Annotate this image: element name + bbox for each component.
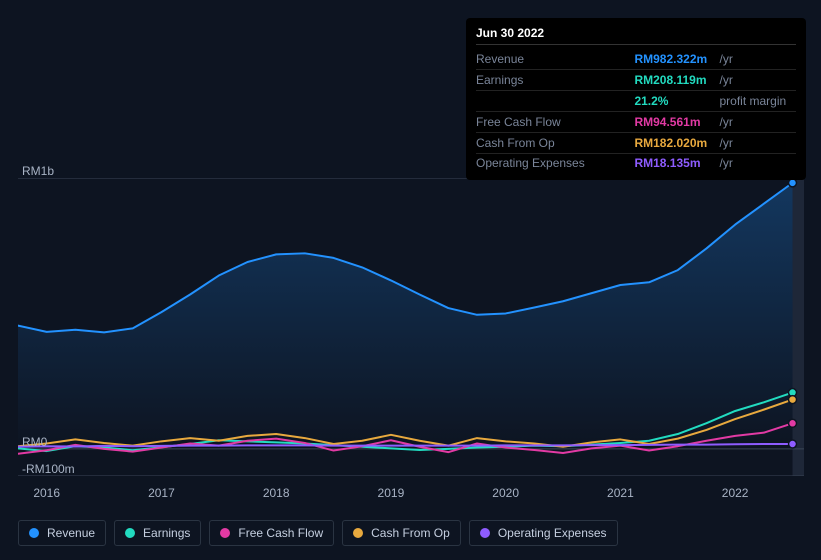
tooltip-row-value: RM18.135m (634, 154, 717, 173)
tooltip-row-label: Revenue (476, 49, 634, 70)
legend-swatch-icon (220, 528, 230, 538)
x-tick-label: 2021 (607, 486, 634, 500)
x-tick-label: 2020 (492, 486, 519, 500)
x-tick-label: 2016 (33, 486, 60, 500)
chart-svg (18, 178, 804, 476)
legend-item-operating_expenses[interactable]: Operating Expenses (469, 520, 618, 546)
tooltip-row-unit: /yr (718, 70, 797, 91)
legend-swatch-icon (353, 528, 363, 538)
legend-swatch-icon (29, 528, 39, 538)
tooltip-row-label: Earnings (476, 70, 634, 91)
tooltip-row-label (476, 91, 634, 112)
series-marker-operating_expenses (789, 440, 797, 448)
legend-item-label: Earnings (143, 526, 190, 540)
series-marker-free_cash_flow (789, 419, 797, 427)
legend-item-cash_from_op[interactable]: Cash From Op (342, 520, 461, 546)
series-area-revenue (18, 183, 793, 449)
legend-item-label: Operating Expenses (498, 526, 607, 540)
tooltip-row-unit: /yr (718, 154, 797, 173)
tooltip-row: EarningsRM208.119m/yr (476, 70, 796, 91)
series-marker-cash_from_op (789, 396, 797, 404)
tooltip-row-label: Operating Expenses (476, 154, 634, 173)
legend-item-revenue[interactable]: Revenue (18, 520, 106, 546)
legend-swatch-icon (480, 528, 490, 538)
tooltip-date: Jun 30 2022 (476, 26, 796, 45)
tooltip-row-value: RM208.119m (634, 70, 717, 91)
chart-legend: Revenue Earnings Free Cash Flow Cash From O… (18, 520, 618, 546)
tooltip-row: Free Cash FlowRM94.561m/yr (476, 112, 796, 133)
x-tick-label: 2019 (378, 486, 405, 500)
chart-area[interactable] (18, 178, 804, 476)
tooltip-row-value: 21.2% (634, 91, 717, 112)
y-tick-label: RM0 (22, 435, 47, 449)
x-tick-label: 2017 (148, 486, 175, 500)
legend-item-free_cash_flow[interactable]: Free Cash Flow (209, 520, 334, 546)
tooltip-row-value: RM94.561m (634, 112, 717, 133)
legend-item-label: Free Cash Flow (238, 526, 323, 540)
tooltip-row-unit: /yr (718, 112, 797, 133)
legend-swatch-icon (125, 528, 135, 538)
tooltip-row: 21.2%profit margin (476, 91, 796, 112)
chart-tooltip: Jun 30 2022 RevenueRM982.322m/yrEarnings… (466, 18, 806, 180)
tooltip-row-label: Free Cash Flow (476, 112, 634, 133)
tooltip-row-unit: profit margin (718, 91, 797, 112)
tooltip-row-value: RM182.020m (634, 133, 717, 154)
tooltip-row: Cash From OpRM182.020m/yr (476, 133, 796, 154)
tooltip-row-unit: /yr (718, 49, 797, 70)
tooltip-row-label: Cash From Op (476, 133, 634, 154)
x-tick-label: 2018 (263, 486, 290, 500)
legend-item-label: Revenue (47, 526, 95, 540)
tooltip-table: RevenueRM982.322m/yrEarningsRM208.119m/y… (476, 49, 796, 172)
series-marker-revenue (789, 179, 797, 187)
x-tick-label: 2022 (722, 486, 749, 500)
tooltip-row: Operating ExpensesRM18.135m/yr (476, 154, 796, 173)
tooltip-row-value: RM982.322m (634, 49, 717, 70)
tooltip-row-unit: /yr (718, 133, 797, 154)
highlight-band (793, 178, 804, 476)
y-tick-label: -RM100m (22, 462, 75, 476)
tooltip-row: RevenueRM982.322m/yr (476, 49, 796, 70)
legend-item-earnings[interactable]: Earnings (114, 520, 201, 546)
y-tick-label: RM1b (22, 164, 54, 178)
legend-item-label: Cash From Op (371, 526, 450, 540)
